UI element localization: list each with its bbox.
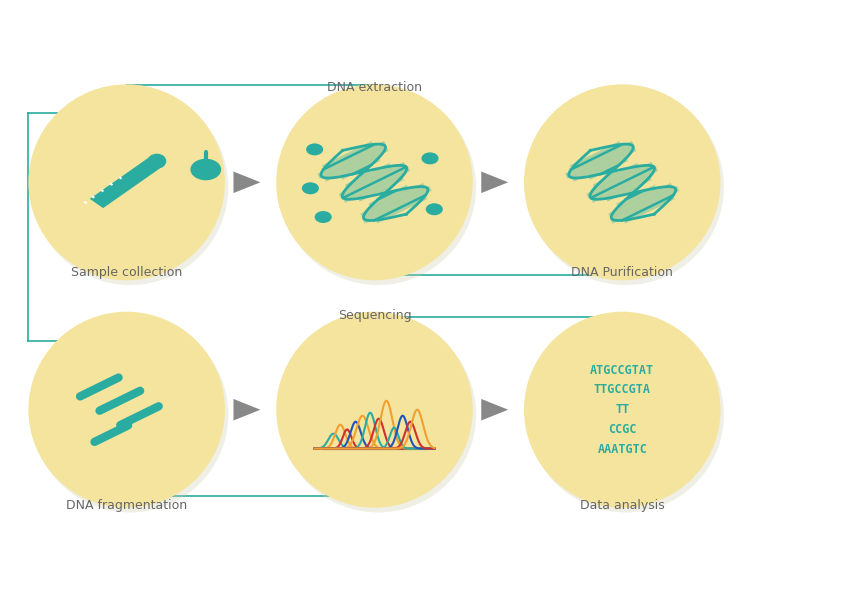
Text: DNA Purification: DNA Purification [571,266,673,278]
Ellipse shape [28,312,225,508]
Text: ATGCCGTAT: ATGCCGTAT [590,364,654,377]
Text: Sequencing: Sequencing [338,309,411,322]
Circle shape [426,204,443,215]
Polygon shape [482,172,508,193]
Ellipse shape [28,85,225,280]
Ellipse shape [276,85,473,280]
Ellipse shape [147,153,166,169]
Ellipse shape [524,85,721,280]
Ellipse shape [276,312,473,508]
Polygon shape [89,156,163,208]
Circle shape [421,152,439,164]
Text: Sample collection: Sample collection [71,266,182,278]
Ellipse shape [280,89,476,285]
Polygon shape [482,399,508,420]
Ellipse shape [527,89,724,285]
Text: CCGC: CCGC [608,423,636,436]
Polygon shape [233,172,261,193]
Text: Data analysis: Data analysis [580,499,665,512]
Circle shape [190,159,221,180]
Ellipse shape [32,316,229,513]
Ellipse shape [527,316,724,513]
Text: TT: TT [615,403,630,416]
Text: AAATGTC: AAATGTC [598,443,648,455]
Circle shape [315,211,332,223]
Ellipse shape [32,89,229,285]
Circle shape [306,143,323,155]
Circle shape [302,182,319,194]
Ellipse shape [524,312,721,508]
Text: DNA extraction: DNA extraction [327,82,422,94]
Text: TTGCCGTA: TTGCCGTA [593,384,651,396]
Ellipse shape [280,316,476,513]
Text: DNA fragmentation: DNA fragmentation [66,499,187,512]
Polygon shape [233,399,261,420]
